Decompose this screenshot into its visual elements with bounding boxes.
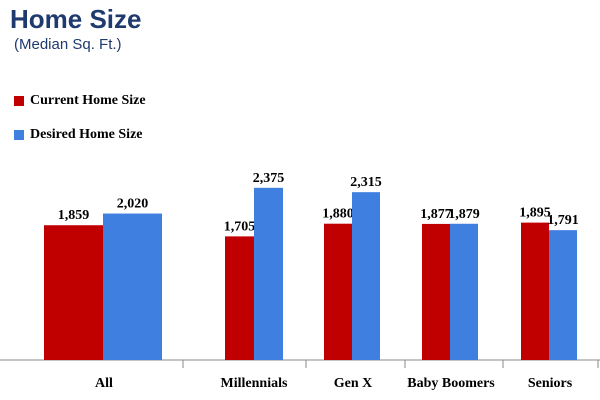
data-label: 1,895	[519, 206, 551, 221]
data-label: 1,791	[547, 213, 579, 228]
bar-current-baby-boomers	[422, 223, 450, 360]
data-label: 2,375	[253, 171, 285, 186]
data-label: 1,859	[58, 208, 90, 223]
legend-swatch-current	[14, 96, 24, 106]
bar-desired-all	[103, 213, 162, 360]
bar-desired-baby-boomers	[450, 223, 478, 360]
data-label: 1,879	[448, 207, 480, 222]
chart-title: Home Size	[10, 4, 142, 34]
bar-current-millennials	[225, 236, 254, 360]
legend-item-desired: Desired Home Size	[14, 124, 146, 146]
category-label: Baby Boomers	[407, 376, 495, 391]
bar-current-gen-x	[324, 223, 352, 360]
legend-label-current: Current Home Size	[30, 93, 146, 108]
category-label: All	[95, 376, 113, 391]
data-label: 2,315	[350, 175, 382, 190]
bar-current-seniors	[521, 222, 549, 360]
legend-item-current: Current Home Size	[14, 90, 146, 112]
data-label: 1,877	[420, 207, 452, 222]
legend-swatch-desired	[14, 130, 24, 140]
bar-desired-millennials	[254, 187, 283, 360]
category-label: Seniors	[528, 376, 573, 391]
legend: Current Home Size Desired Home Size	[14, 90, 146, 158]
legend-label-desired: Desired Home Size	[30, 127, 143, 142]
bar-desired-gen-x	[352, 192, 380, 360]
category-label: Gen X	[334, 376, 373, 391]
data-label: 2,020	[117, 197, 149, 212]
bar-desired-seniors	[549, 230, 577, 360]
chart-subtitle: (Median Sq. Ft.)	[14, 36, 122, 53]
category-label: Millennials	[221, 376, 288, 391]
data-label: 1,880	[322, 207, 354, 222]
bar-current-all	[44, 225, 103, 360]
data-label: 1,705	[224, 219, 256, 234]
